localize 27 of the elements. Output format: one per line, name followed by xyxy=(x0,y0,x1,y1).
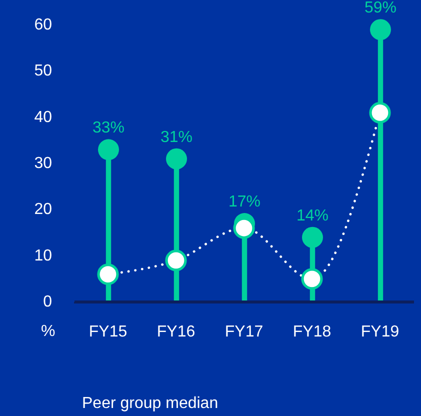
y-tick-label: 30 xyxy=(34,155,52,172)
point xyxy=(369,102,391,124)
y-tick-label: 0 xyxy=(43,294,52,310)
y-axis-title: % xyxy=(41,322,56,342)
data-label: 59% xyxy=(364,0,397,17)
x-tick-label: FY19 xyxy=(360,323,400,340)
x-tick-label: FY17 xyxy=(224,323,264,340)
y-tick-label: 60 xyxy=(34,16,52,34)
point xyxy=(165,250,187,272)
point xyxy=(97,264,119,286)
point xyxy=(302,226,323,248)
y-tick-label: 10 xyxy=(34,247,52,264)
x-tick-label: FY16 xyxy=(156,323,196,340)
data-label: 14% xyxy=(296,207,329,224)
point xyxy=(301,268,323,290)
y-tick-label: 50 xyxy=(34,62,52,80)
text: Peer group median xyxy=(82,394,218,414)
x-tick-label: FY15 xyxy=(88,323,128,340)
point xyxy=(98,139,119,160)
point xyxy=(166,148,187,170)
point xyxy=(370,19,391,40)
data-label: 17% xyxy=(228,194,261,211)
data-label: 33% xyxy=(92,120,125,137)
x-tick-label: FY18 xyxy=(292,323,332,340)
y-tick-label: 40 xyxy=(34,108,52,126)
y-tick-label: 20 xyxy=(34,201,52,218)
data-label: 31% xyxy=(160,128,193,146)
